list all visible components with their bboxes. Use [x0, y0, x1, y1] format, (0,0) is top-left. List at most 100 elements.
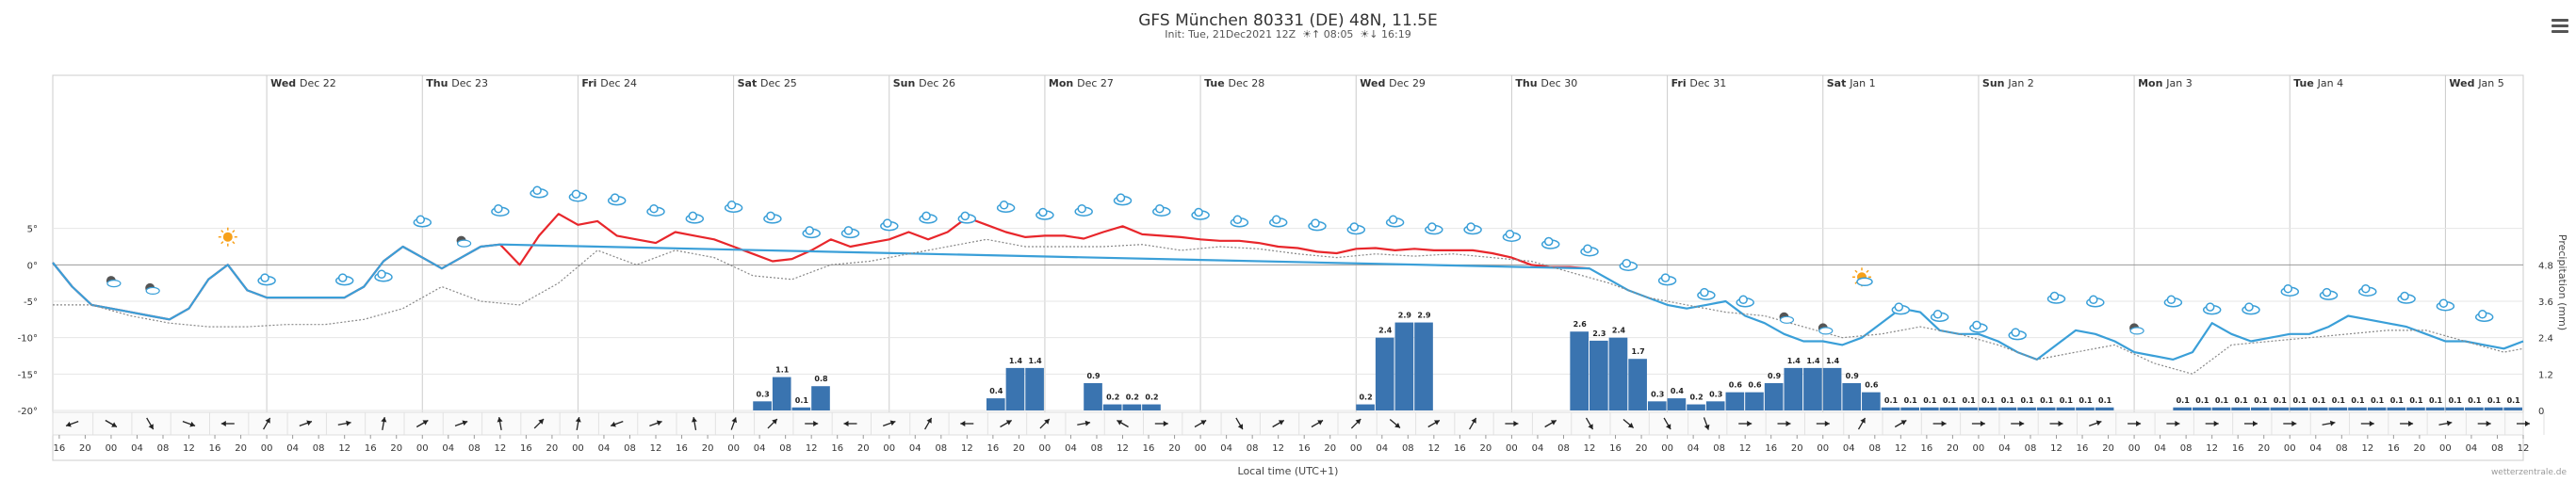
wind-arrow-head	[772, 419, 777, 425]
wind-arrow-head	[731, 417, 738, 424]
wind-arrow-head	[1666, 424, 1671, 430]
cloud-icon	[763, 211, 782, 224]
wind-arrow-head	[575, 417, 581, 423]
sun-ray	[220, 230, 224, 233]
hour-tick-label: 00	[1817, 443, 1829, 454]
cloud-icon	[1113, 193, 1133, 206]
hour-tick-label: 12	[1427, 443, 1440, 454]
hour-tick-label: 04	[1532, 443, 1544, 454]
hour-tick-label: 20	[702, 443, 714, 454]
precip-bar-label: 0.2	[1106, 394, 1119, 402]
precip-bar	[2017, 407, 2036, 410]
hour-tick-label: 16	[831, 443, 843, 454]
day-label-dow: Fri	[581, 77, 600, 89]
wind-arrow-icon	[337, 420, 351, 426]
precip-bar	[1822, 367, 1842, 410]
precip-bar-label: 0.1	[2195, 396, 2209, 405]
precip-bar-label: 1.7	[1632, 347, 1645, 356]
cloud-puff	[766, 211, 775, 221]
wind-arrow-head	[2213, 421, 2219, 426]
precip-bar-label: 0.1	[2254, 396, 2268, 405]
wind-arrow-head	[1860, 417, 1866, 424]
wind-arrow-icon	[610, 420, 624, 427]
precip-bar	[1978, 407, 1997, 410]
precip-bar	[1005, 367, 1025, 410]
series-dewpoint	[53, 238, 2524, 375]
temp-tick-label: -15°	[18, 370, 38, 380]
hour-tick-label: 20	[2258, 443, 2270, 454]
day-label-date: Jan 4	[2317, 77, 2343, 89]
moon-cloud-icon	[1779, 312, 1795, 324]
hour-tick-label: 20	[546, 443, 559, 454]
hour-tick-label: 08	[1091, 443, 1103, 454]
hour-tick-label: 04	[1220, 443, 1232, 454]
precip-bar-label: 1.4	[1806, 357, 1820, 365]
precip-bar	[1570, 331, 1590, 410]
hour-tick-label: 04	[131, 443, 143, 454]
cloud-icon	[685, 211, 705, 224]
wind-arrow-head	[1117, 420, 1123, 426]
precip-bar-label: 1.4	[1029, 357, 1043, 365]
wind-arrow-head	[497, 417, 503, 423]
series-temperature_cold	[52, 243, 2524, 361]
precip-bar	[2308, 407, 2328, 410]
cloud-shape	[1856, 277, 1873, 287]
precip-bar-label: 0.1	[2468, 396, 2482, 405]
cloud-icon	[2397, 291, 2416, 304]
wind-arrow-icon	[2360, 421, 2374, 426]
precip-bar-label: 0.1	[1963, 396, 1977, 405]
day-label: Tue Jan 4	[2293, 77, 2343, 89]
hour-tick-label: 20	[1013, 443, 1025, 454]
cloud-puff	[1388, 215, 1398, 225]
precip-bar-label: 0.1	[2292, 396, 2307, 405]
wind-arrow-icon	[454, 420, 468, 427]
hour-tick-label: 16	[1454, 443, 1466, 454]
precip-bar-label: 0.1	[2274, 396, 2288, 405]
wind-arrow-icon	[1469, 417, 1477, 430]
wind-arrow-head	[2095, 420, 2102, 426]
cloud-icon	[2280, 283, 2300, 297]
wind-arrow-icon	[1622, 419, 1635, 428]
wind-arrow-icon	[299, 420, 313, 427]
hour-tick-label: 20	[1947, 443, 1959, 454]
hour-tick-label: 00	[416, 443, 429, 454]
day-label-date: Dec 29	[1389, 77, 1426, 89]
cloud-puff	[416, 215, 426, 225]
hamburger-menu-icon[interactable]	[2552, 19, 2568, 34]
cloud-icon	[1308, 218, 1327, 232]
precip-bar	[1084, 383, 1102, 410]
precip-bar-label: 0.3	[756, 390, 769, 398]
weather-icons	[106, 185, 2494, 341]
hour-tick-label: 04	[598, 443, 611, 454]
precip-bar	[1667, 398, 1687, 410]
wind-arrow-icon	[1039, 418, 1051, 429]
cloud-puff	[2477, 310, 2487, 319]
wind-arrow-head	[1747, 421, 1753, 426]
cloud-icon	[1152, 203, 1171, 217]
precip-bar	[1414, 322, 1433, 410]
hour-tick-label: 00	[106, 443, 118, 454]
hour-tick-label: 00	[1661, 443, 1673, 454]
hour-tick-label: 12	[338, 443, 351, 454]
cloud-shape	[145, 286, 160, 295]
cloud-icon	[919, 211, 937, 224]
cloud-shape	[2129, 327, 2144, 335]
day-labels: Wed Dec 22 Thu Dec 23 Fri Dec 24 Sat Dec 25…	[270, 77, 2504, 89]
cloud-icon	[2474, 310, 2494, 323]
wind-arrow-icon	[2166, 421, 2180, 426]
hour-tick-label: 00	[2439, 443, 2452, 454]
precip-bar-label: 0.1	[2235, 396, 2249, 405]
wind-arrow-icon	[182, 420, 196, 427]
precip-bar-label: 2.4	[1612, 327, 1626, 335]
hour-tick-label: 20	[2102, 443, 2114, 454]
cloud-puff	[1194, 207, 1203, 217]
hour-tick-label: 16	[2077, 443, 2089, 454]
precip-bar-label: 0.1	[2487, 396, 2502, 405]
wind-arrow-icon	[1077, 420, 1091, 426]
precip-bar-label: 0.1	[1904, 396, 1918, 405]
hour-tick-label: 04	[1376, 443, 1388, 454]
wind-arrow-head	[2486, 421, 2491, 426]
cloud-icon	[2163, 295, 2183, 308]
grid	[52, 74, 2524, 461]
cloud-puff	[2322, 287, 2332, 297]
